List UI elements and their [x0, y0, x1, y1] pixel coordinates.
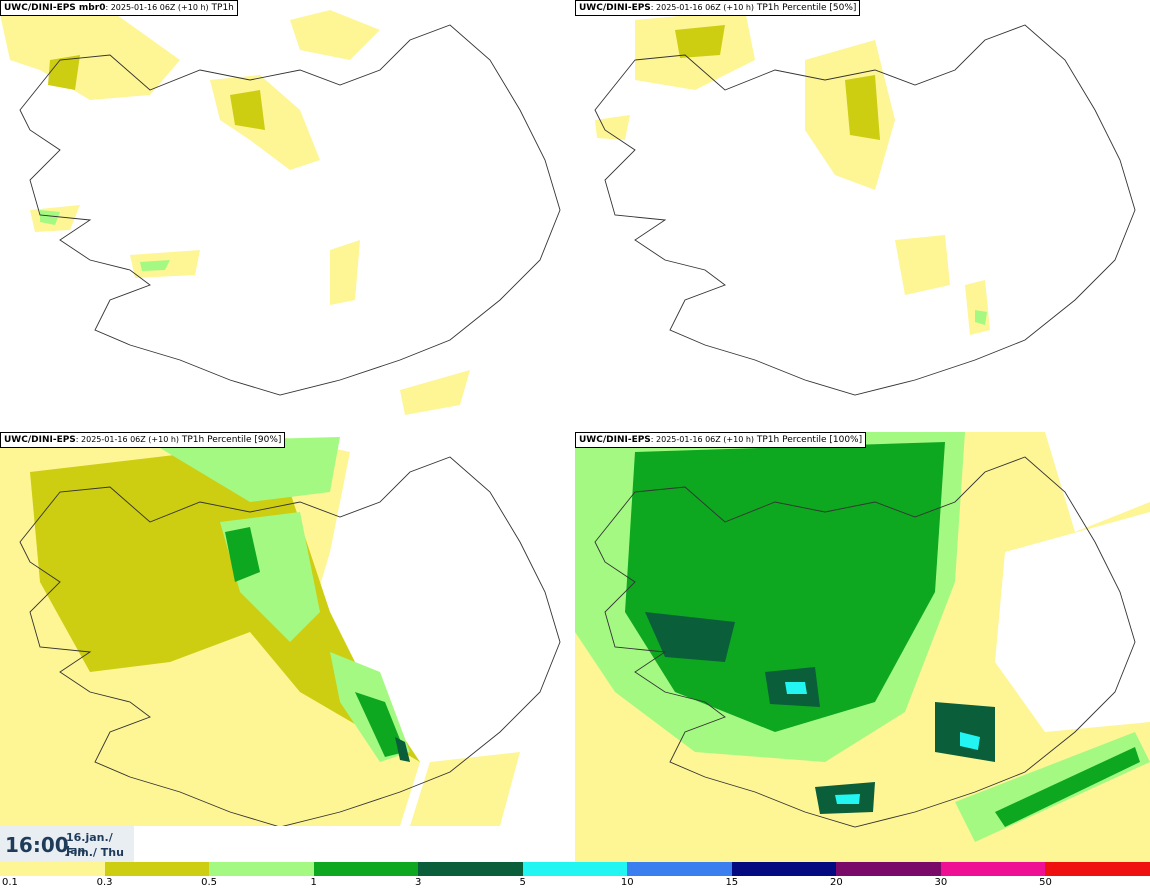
- model-name: UWC/DINI-EPS: [4, 435, 76, 445]
- legend-label: 0.5: [201, 877, 218, 888]
- run-info: : 2025-01-16 06Z (+10 h): [650, 3, 755, 12]
- valid-date: 16.jan./ Jan: [66, 831, 113, 857]
- legend-swatch: [836, 862, 941, 876]
- map-panel-p50: UWC/DINI-EPS: 2025-01-16 06Z (+10 h) TP1…: [575, 0, 1150, 430]
- precip-map: [594, 10, 1136, 396]
- run-info: : 2025-01-16 06Z (+10 h): [75, 435, 180, 444]
- legend-label: 15: [725, 877, 739, 888]
- map-panel-mbr0: UWC/DINI-EPS mbr0: 2025-01-16 06Z (+10 h…: [0, 0, 573, 430]
- precip-shading: [0, 432, 520, 826]
- field-name: TP1h Percentile [50%]: [754, 3, 857, 13]
- legend-swatch: [418, 862, 523, 876]
- model-name: UWC/DINI-EPS: [579, 3, 651, 13]
- legend-swatch: [940, 862, 1046, 876]
- map-panel-p100: UWC/DINI-EPS: 2025-01-16 06Z (+10 h) TP1…: [575, 432, 1150, 862]
- legend-label: 5: [519, 877, 526, 888]
- field-name: TP1h Percentile [90%]: [179, 435, 282, 445]
- legend-color-bar: [0, 862, 1150, 876]
- panel-title: UWC/DINI-EPS mbr0: 2025-01-16 06Z (+10 h…: [0, 0, 238, 16]
- model-name: UWC/DINI-EPS: [579, 435, 651, 445]
- legend-label: 0.1: [2, 877, 18, 888]
- precip-shading: [595, 10, 990, 335]
- iceland-coastline: [594, 24, 1136, 396]
- precip-map: [0, 0, 561, 415]
- map-panel-p90: UWC/DINI-EPS: 2025-01-16 06Z (+10 h) TP1…: [0, 432, 573, 826]
- iceland-coastline: [594, 456, 1136, 828]
- valid-hour: 16:00: [5, 833, 69, 857]
- legend-label: 20: [829, 877, 843, 888]
- legend-swatch: [104, 862, 210, 876]
- precip-shading: [0, 0, 470, 415]
- precip-map: [575, 432, 1150, 862]
- legend-swatch: [313, 862, 419, 876]
- member-name: mbr0: [75, 3, 106, 13]
- precip-shading: [575, 432, 1150, 862]
- panel-title: UWC/DINI-EPS: 2025-01-16 06Z (+10 h) TP1…: [575, 432, 867, 448]
- field-name: TP1h Percentile [100%]: [754, 435, 863, 445]
- iceland-coastline: [19, 24, 561, 396]
- legend-swatch: [1045, 862, 1150, 876]
- legend-label: 1: [310, 877, 317, 888]
- iceland-coastline: [19, 456, 561, 826]
- legend-swatch: [0, 862, 105, 876]
- legend-label: 3: [414, 877, 422, 888]
- color-legend: 0.1 0.3 0.5 1 3 5 10 15 20 30 50: [0, 862, 1150, 891]
- panel-title: UWC/DINI-EPS: 2025-01-16 06Z (+10 h) TP1…: [575, 0, 861, 16]
- legend-label: 10: [620, 877, 634, 888]
- run-info: : 2025-01-16 06Z (+10 h): [650, 435, 755, 444]
- legend-swatch: [627, 862, 732, 876]
- precip-map: [0, 432, 561, 826]
- panel-title: UWC/DINI-EPS: 2025-01-16 06Z (+10 h) TP1…: [0, 432, 286, 448]
- run-info: : 2025-01-16 06Z (+10 h): [105, 3, 209, 12]
- legend-label: 50: [1039, 877, 1052, 888]
- legend-swatch: [522, 862, 628, 876]
- legend-swatch: [209, 862, 314, 876]
- field-name: TP1h: [208, 3, 234, 13]
- legend-label: 30: [934, 877, 948, 888]
- valid-weekday: Fim./ Thu: [66, 846, 124, 859]
- legend-label: 0.3: [96, 877, 113, 888]
- valid-time-box: 16:00 16.jan./ Jan Fim./ Thu: [0, 826, 134, 862]
- legend-swatch: [731, 862, 837, 876]
- model-name: UWC/DINI-EPS: [4, 3, 76, 13]
